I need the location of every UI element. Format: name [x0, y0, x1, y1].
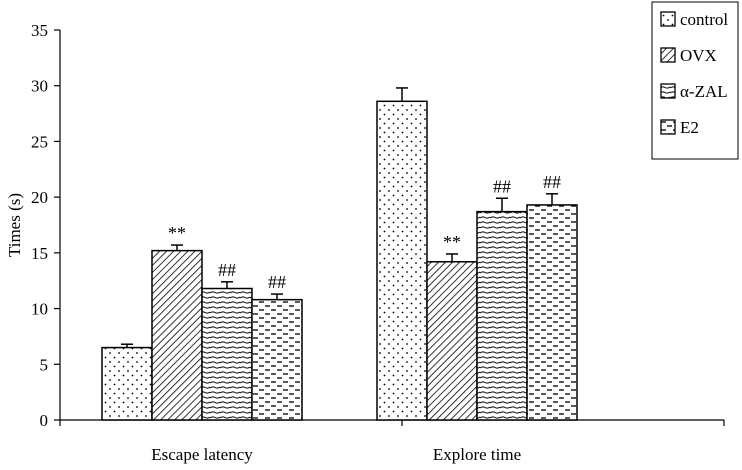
legend: control OVX α-ZAL E2 [651, 1, 739, 160]
legend-swatch [660, 83, 676, 99]
y-ticks: 0 5 10 15 20 25 30 35 [31, 21, 60, 430]
x-tick-label: Explore time [433, 445, 521, 464]
bars: ** ** ## ## ## ## [101, 87, 578, 421]
bar [251, 298, 303, 421]
bar [376, 100, 428, 421]
bar [101, 346, 153, 421]
legend-swatch [660, 47, 676, 63]
x-ticks: Escape latency Explore time [59, 420, 725, 464]
y-tick-label: 30 [31, 77, 48, 96]
y-axis-label: Times (s) [5, 193, 24, 257]
significance-label: ## [218, 260, 236, 280]
y-tick-label: 25 [31, 132, 48, 151]
bar [426, 261, 478, 421]
significance-label: ** [443, 232, 461, 252]
y-tick-label: 0 [40, 411, 49, 430]
y-tick-label: 20 [31, 188, 48, 207]
legend-label: E2 [680, 118, 699, 137]
legend-swatch [660, 11, 676, 27]
x-tick-label: Escape latency [151, 445, 253, 464]
bar [151, 249, 203, 421]
y-tick-label: 15 [31, 244, 48, 263]
legend-label: α-ZAL [680, 82, 728, 101]
significance-label: ## [268, 272, 286, 292]
legend-swatch [660, 119, 676, 135]
significance-label: ## [543, 172, 561, 192]
significance-label: ** [168, 223, 186, 243]
bar [476, 210, 528, 421]
bar [526, 204, 578, 421]
bar [201, 287, 253, 421]
y-tick-label: 35 [31, 21, 48, 40]
legend-label: OVX [680, 46, 717, 65]
significance-label: ## [493, 176, 511, 196]
legend-label: control [680, 10, 728, 29]
y-tick-label: 10 [31, 300, 48, 319]
y-tick-label: 5 [40, 355, 49, 374]
